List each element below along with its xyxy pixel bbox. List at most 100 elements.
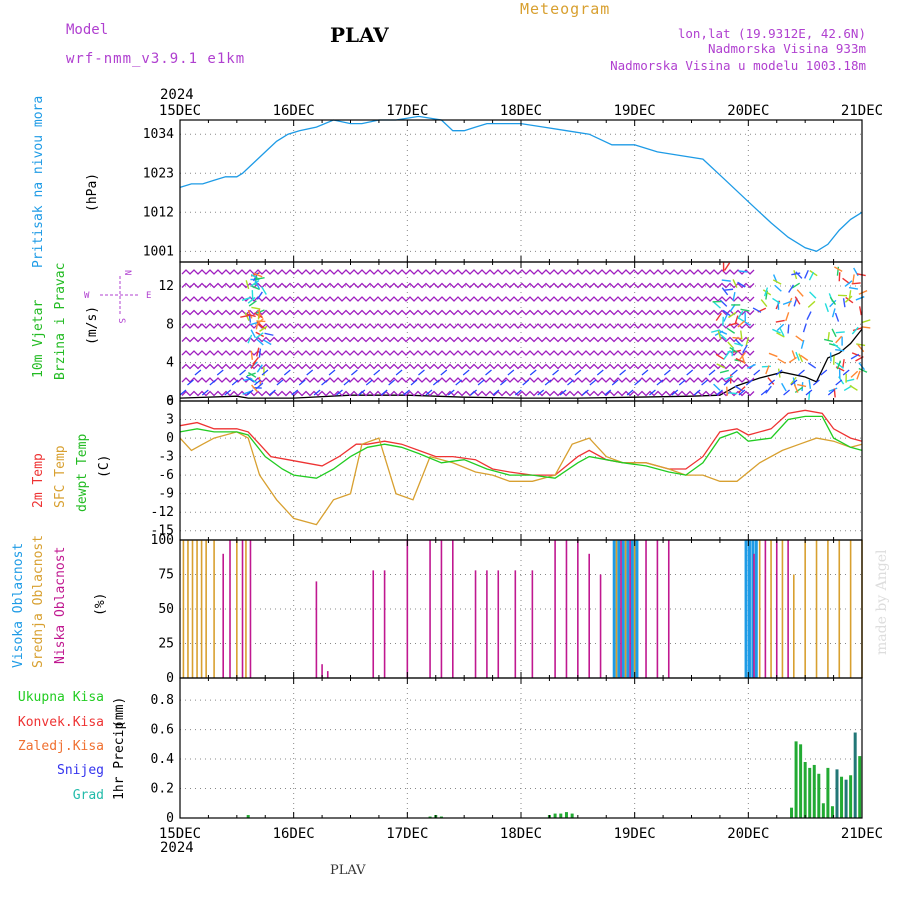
wind-arrow-low — [373, 369, 381, 376]
time-tick-bottom: 18DEC — [500, 826, 542, 842]
wind-arrow — [724, 262, 731, 271]
wind-arrow-low — [805, 389, 813, 396]
precip-bar — [428, 816, 432, 818]
precip-bar — [564, 812, 568, 818]
time-tick-top: 20DEC — [727, 103, 769, 119]
wind-arrow — [719, 369, 729, 374]
compass-e: E — [146, 291, 151, 301]
precip-bar — [821, 803, 825, 818]
wind-arrow — [836, 266, 840, 276]
wind-arrow-low — [708, 369, 716, 376]
y-tick-label: -12 — [151, 505, 174, 520]
y-tick-label: 1012 — [143, 205, 174, 220]
wind-arrow-low — [447, 389, 455, 396]
wind-arrow — [858, 289, 868, 295]
wind-arrow — [716, 363, 726, 369]
y-tick-label: 12 — [158, 279, 174, 294]
wind-arrow — [835, 349, 845, 352]
wind-arrow-low — [239, 369, 246, 376]
wind-arrow-low — [827, 389, 835, 396]
wind-arrow — [844, 280, 853, 287]
wind-arrow — [737, 310, 744, 320]
lonlat-label: lon,lat (19.9312E, 42.6N) — [678, 26, 866, 41]
wind-arrow-low — [492, 389, 500, 396]
wind-arrow — [794, 386, 804, 394]
time-axis-top: 15DEC 16DEC 17DEC 18DEC 19DEC 20DEC 21DEC — [159, 103, 883, 119]
wind-arrow-low — [514, 389, 522, 396]
wind-arrow — [263, 339, 272, 346]
model-label: Model — [66, 22, 108, 38]
wind-arrow-low — [254, 379, 261, 386]
wind-arrow — [800, 354, 809, 361]
wind-arrow-low — [529, 369, 537, 376]
wind-arrow — [806, 311, 812, 320]
wind-arrow — [728, 322, 738, 326]
panel-precip: 0.8 0.6 0.4 0.2 0 — [151, 677, 863, 826]
wind-arrow — [793, 384, 799, 393]
wind-arrow — [801, 382, 804, 392]
cloud-label3: Niska Oblacnost — [53, 547, 68, 664]
wind-arrow — [738, 270, 748, 273]
y-tick-label: 3 — [166, 413, 174, 428]
wind-arrow-low — [574, 369, 582, 376]
wind-arrow-low — [440, 369, 448, 376]
precip-bar — [570, 813, 574, 818]
cloud-label2: Srednja Oblacnost — [31, 535, 46, 668]
wind-arrow — [721, 287, 729, 296]
wind-arrow-low — [812, 379, 820, 386]
wind-arrow-low — [656, 379, 664, 386]
wind-arrow — [251, 285, 260, 291]
wind-arrow — [737, 320, 746, 328]
wind-arrow — [787, 324, 790, 334]
wind-arrow — [795, 271, 803, 279]
wind-barb-row — [181, 377, 755, 383]
precip-bar — [844, 779, 848, 818]
wind-arrow-low — [306, 369, 314, 376]
precip-bar — [830, 806, 834, 818]
precip-bar — [853, 732, 857, 818]
wind-arrow-low — [641, 369, 649, 376]
wind-arrow-low — [336, 389, 343, 396]
wind-arrow-low — [358, 389, 366, 396]
wind-arrow-low — [798, 369, 805, 376]
wind-arrow-low — [298, 379, 306, 386]
y-tick-label: 0.6 — [151, 723, 174, 738]
wind-arrow — [245, 375, 254, 383]
wind-arrow — [729, 346, 738, 354]
time-tick-top: 19DEC — [614, 103, 656, 119]
wind-arrow — [857, 344, 865, 353]
series-line-wind-0 — [179, 328, 863, 399]
precip-bar — [803, 762, 807, 818]
wind-arrow — [762, 289, 772, 296]
wind-arrow-low — [626, 389, 634, 396]
wind-arrow-low — [716, 389, 723, 396]
wind-arrow — [833, 388, 836, 398]
wind-arrow — [734, 385, 743, 392]
wind-arrow — [728, 392, 738, 395]
wind-arrow — [722, 351, 730, 361]
y-tick-label: 1034 — [143, 127, 174, 142]
wind-arrow — [760, 299, 768, 307]
wind-arrow — [247, 371, 257, 378]
time-tick-bottom: 21DEC — [841, 826, 883, 842]
wind-arrow — [791, 272, 801, 276]
wind-arrow-low — [619, 369, 627, 376]
legend-ukupna: Ukupna Kisa — [18, 690, 104, 705]
wind-arrow — [834, 312, 840, 322]
temp-unit: (C) — [97, 455, 112, 478]
wind-arrow-low — [477, 379, 485, 386]
wind-arrow-low — [790, 379, 798, 386]
wind-barb-row — [181, 336, 755, 343]
wind-arrow — [802, 323, 807, 333]
wind-arrow — [715, 353, 725, 360]
wind-arrow-low — [350, 369, 358, 376]
wind-arrow — [831, 308, 836, 318]
precip-bar — [553, 813, 557, 818]
wind-arrow — [809, 291, 817, 299]
wind-arrow — [856, 343, 866, 347]
wind-unit: (m/s) — [85, 306, 100, 345]
wind-arrow — [850, 353, 860, 360]
wind-arrow — [251, 384, 259, 393]
wind-arrow-low — [686, 369, 694, 376]
wind-arrow — [723, 313, 729, 322]
